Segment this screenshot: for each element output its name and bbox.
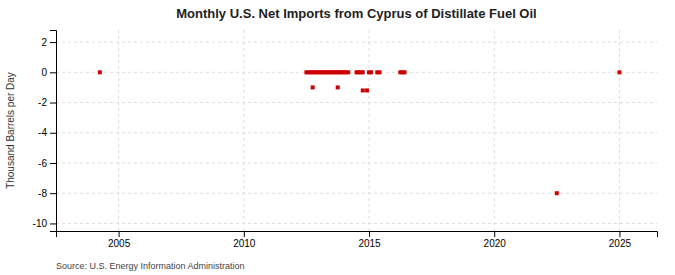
tick-mark: [50, 42, 56, 43]
tick-label: 2010: [233, 238, 256, 249]
plot: 2005 2010 2015 2020 2025 -10 -8 -6 -4 -2 0 2: [33, 30, 658, 249]
tick-label: 2: [41, 37, 47, 48]
tick-label: -2: [38, 97, 47, 108]
axis-line: [57, 232, 658, 238]
point: [311, 85, 315, 89]
tick-label: 2015: [358, 238, 381, 249]
point: [555, 191, 559, 195]
tick: -10: [33, 218, 56, 229]
tick: 2: [41, 37, 56, 48]
tick-label: 2020: [484, 238, 507, 249]
point: [365, 88, 369, 92]
tick-mark: [50, 223, 56, 224]
tick: 2020: [484, 231, 507, 249]
tick-mark: [119, 231, 120, 237]
tick: 2005: [108, 231, 131, 249]
grid-line-x: [494, 30, 495, 231]
tick-mark: [619, 231, 620, 237]
tick: 2015: [358, 231, 381, 249]
tick-mark: [369, 231, 370, 237]
tick-label: 0: [41, 67, 47, 78]
tick-mark: [50, 103, 56, 104]
grid-line-x: [243, 30, 244, 231]
tick-label: -4: [38, 127, 47, 138]
tick-label: -10: [33, 218, 48, 229]
x-axis: 2005 2010 2015 2020 2025: [57, 231, 658, 249]
point: [378, 70, 382, 74]
tick-label: -8: [38, 188, 47, 199]
tick: -8: [38, 188, 56, 199]
points: [98, 70, 622, 195]
tick-mark: [50, 72, 56, 73]
grid-line-x: [118, 30, 119, 231]
grid-line-x: [619, 30, 620, 231]
tick-mark: [494, 231, 495, 237]
grid-line-x: [369, 30, 370, 231]
y-axis-title: Thousand Barrels per Day: [5, 72, 16, 189]
grid-line-y: [56, 162, 657, 163]
grid-line-y: [56, 132, 657, 133]
point: [98, 70, 102, 74]
tick-mark: [50, 133, 56, 134]
grid-line-y: [56, 42, 657, 43]
tick: -4: [38, 127, 56, 138]
point: [346, 70, 350, 74]
point: [369, 70, 373, 74]
point: [336, 85, 340, 89]
point: [403, 70, 407, 74]
axis-line: [50, 31, 57, 232]
tick-mark: [244, 231, 245, 237]
tick-label: -6: [38, 158, 47, 169]
title: Monthly U.S. Net Imports from Cyprus of …: [176, 6, 536, 21]
y-axis: -10 -8 -6 -4 -2 0 2: [33, 31, 57, 232]
tick: -6: [38, 158, 56, 169]
point: [361, 70, 365, 74]
tick: 2010: [233, 231, 256, 249]
grid-line-y: [56, 102, 657, 103]
tick: 0: [41, 67, 56, 78]
tick: 2025: [609, 231, 632, 249]
grid-line-y: [56, 223, 657, 224]
chart: 2005 2010 2015 2020 2025 -10 -8 -6 -4 -2 0 2 Monthly…: [0, 0, 675, 275]
point: [617, 70, 621, 74]
tick-label: 2005: [108, 238, 131, 249]
tick: -2: [38, 97, 56, 108]
grid: [56, 30, 657, 231]
grid-line-y: [56, 193, 657, 194]
point: [361, 88, 365, 92]
tick-mark: [50, 193, 56, 194]
tick-mark: [50, 163, 56, 164]
annotation: Source: U.S. Energy Information Administ…: [56, 261, 245, 271]
tick-label: 2025: [609, 238, 632, 249]
